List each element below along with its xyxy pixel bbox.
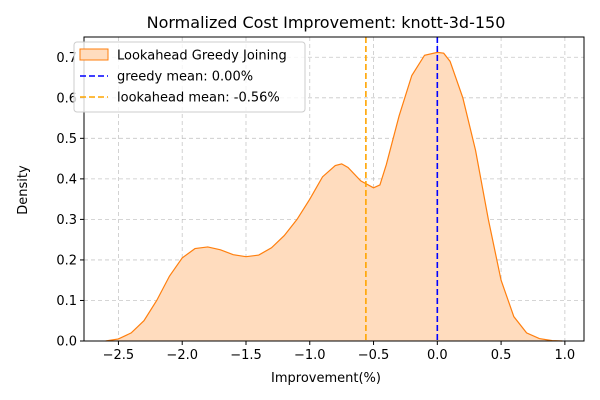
- y-tick-label: 0.0: [56, 335, 77, 350]
- x-tick-label: −1.5: [230, 348, 262, 363]
- plot-area: [105, 37, 563, 342]
- density-curve: [105, 51, 563, 342]
- x-tick-label: −2.0: [166, 348, 198, 363]
- chart-title: Normalized Cost Improvement: knott-3d-15…: [147, 13, 506, 32]
- legend: Lookahead Greedy Joining greedy mean: 0.0…: [73, 41, 306, 113]
- legend-label: lookahead mean: -0.56%: [117, 91, 280, 106]
- x-tick-label: −2.5: [103, 348, 135, 363]
- y-tick-label: 0.4: [56, 172, 77, 187]
- x-axis-label: Improvement(%): [271, 371, 381, 386]
- y-axis-label: Density: [16, 165, 31, 215]
- legend-label: greedy mean: 0.00%: [117, 70, 253, 85]
- y-axis: 0.0 0.1 0.2 0.3 0.4 0.5 0.6 0.7: [56, 51, 84, 350]
- x-axis: −2.5 −2.0 −1.5 −1.0 −0.5 0.0 0.5 1.0: [103, 341, 576, 363]
- x-tick-label: 0.0: [427, 348, 448, 363]
- x-tick-label: −1.0: [294, 348, 326, 363]
- y-tick-label: 0.3: [56, 213, 77, 228]
- legend-swatch-fill: [79, 48, 109, 61]
- x-tick-label: 1.0: [555, 348, 576, 363]
- x-tick-label: 0.5: [491, 348, 512, 363]
- axes-frame: [83, 36, 585, 342]
- y-tick-label: 0.6: [56, 91, 77, 106]
- legend-box: [73, 41, 306, 113]
- y-tick-label: 0.2: [56, 253, 77, 268]
- y-tick-label: 0.5: [56, 132, 77, 147]
- density-area: [105, 52, 563, 341]
- x-tick-label: −0.5: [358, 348, 390, 363]
- y-tick-label: 0.7: [56, 51, 77, 66]
- y-tick-label: 0.1: [56, 294, 77, 309]
- legend-label: Lookahead Greedy Joining: [117, 49, 287, 64]
